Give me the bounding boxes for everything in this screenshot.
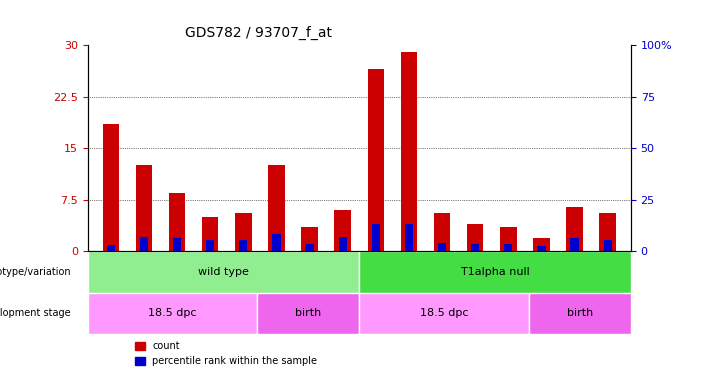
Bar <box>202 217 219 251</box>
Bar <box>571 238 579 251</box>
Bar <box>404 224 413 251</box>
Text: birth: birth <box>567 308 593 318</box>
Text: T1alpha null: T1alpha null <box>461 267 529 277</box>
Bar <box>268 165 285 251</box>
Bar <box>334 210 351 251</box>
Bar <box>438 243 447 251</box>
Bar <box>500 227 517 251</box>
Bar <box>599 213 616 251</box>
Bar <box>339 237 347 251</box>
Bar <box>235 213 252 251</box>
FancyBboxPatch shape <box>359 251 631 292</box>
Bar <box>136 165 152 251</box>
Bar <box>301 227 318 251</box>
Text: wild type: wild type <box>198 267 249 277</box>
Text: development stage: development stage <box>0 308 71 318</box>
Bar <box>272 234 280 251</box>
Bar <box>107 245 115 251</box>
Bar <box>239 240 247 251</box>
Bar <box>401 52 417 251</box>
Text: 18.5 dpc: 18.5 dpc <box>420 308 468 318</box>
Text: birth: birth <box>295 308 322 318</box>
Text: 18.5 dpc: 18.5 dpc <box>149 308 197 318</box>
Bar <box>504 244 512 251</box>
Bar <box>173 238 181 251</box>
Bar <box>604 240 612 251</box>
Bar <box>206 240 215 251</box>
FancyBboxPatch shape <box>88 292 257 334</box>
FancyBboxPatch shape <box>88 251 359 292</box>
Bar <box>471 244 479 251</box>
Bar <box>169 193 185 251</box>
Bar <box>566 207 583 251</box>
Bar <box>434 213 450 251</box>
Bar <box>533 237 550 251</box>
Bar <box>306 244 314 251</box>
Bar <box>467 224 484 251</box>
FancyBboxPatch shape <box>257 292 359 334</box>
FancyBboxPatch shape <box>529 292 631 334</box>
Bar <box>139 237 148 251</box>
Bar <box>538 246 545 251</box>
FancyBboxPatch shape <box>359 292 529 334</box>
Legend: count, percentile rank within the sample: count, percentile rank within the sample <box>131 338 321 370</box>
Bar <box>372 224 380 251</box>
Bar <box>102 124 119 251</box>
Text: genotype/variation: genotype/variation <box>0 267 71 277</box>
Text: GDS782 / 93707_f_at: GDS782 / 93707_f_at <box>185 26 332 40</box>
Bar <box>367 69 384 251</box>
